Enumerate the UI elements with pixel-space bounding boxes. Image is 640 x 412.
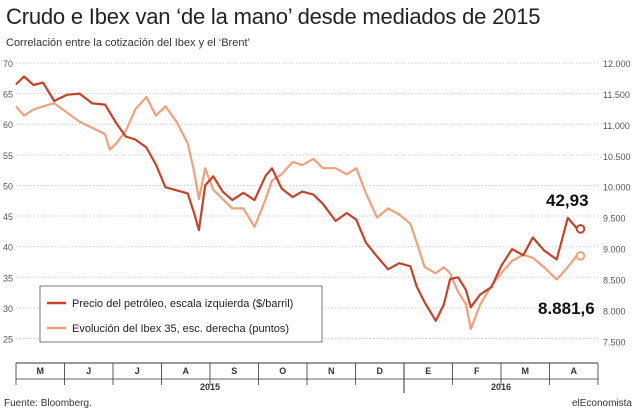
y-left-tick-label: 55	[3, 151, 13, 161]
source-note: Fuente: Bloomberg.	[4, 398, 92, 409]
x-month-label: M	[522, 366, 530, 376]
x-year-label: 2016	[491, 382, 511, 392]
y-right-tick-label: 10.500	[603, 152, 631, 162]
x-month-label: J	[135, 366, 140, 376]
oil-endpoint-marker	[575, 224, 586, 234]
x-month-label: S	[231, 366, 237, 376]
y-right-tick-label: 12.000	[603, 59, 631, 69]
x-month-label: O	[279, 366, 286, 376]
x-month-label: N	[328, 366, 335, 376]
y-left-tick-label: 35	[3, 273, 13, 283]
y-right-tick-label: 8.500	[603, 275, 626, 285]
x-month-label: J	[86, 366, 91, 376]
x-month-label: A	[571, 366, 578, 376]
y-left-tick-label: 70	[3, 59, 13, 69]
legend-label-ibex: Evolución del Ibex 35, esc. derecha (pun…	[72, 323, 289, 335]
y-right-tick-label: 7.500	[603, 337, 626, 347]
x-year-label: 2015	[200, 382, 220, 392]
oil-last-value-label: 42,93	[546, 191, 589, 210]
oil-price-line	[15, 75, 581, 322]
legend-label-oil: Precio del petróleo, escala izquierda ($…	[72, 298, 293, 310]
ibex-endpoint-marker	[575, 251, 586, 261]
y-left-tick-label: 65	[3, 90, 13, 100]
x-month-label: A	[183, 366, 190, 376]
y-right-tick-label: 9.500	[603, 214, 626, 224]
y-right-tick-label: 10.000	[603, 183, 631, 193]
y-right-tick-label: 11.500	[603, 90, 630, 100]
x-month-label: D	[377, 366, 384, 376]
y-right-tick-label: 9.000	[603, 245, 626, 255]
y-left-tick-label: 45	[3, 212, 13, 222]
y-left-tick-label: 25	[3, 335, 13, 345]
y-left-tick-label: 30	[3, 304, 13, 314]
y-left-tick-label: 40	[3, 243, 13, 253]
x-month-label: M	[37, 366, 45, 376]
x-month-label: F	[474, 366, 480, 376]
ibex-last-value-label: 8.881,6	[538, 299, 595, 318]
y-left-tick-label: 50	[3, 181, 13, 191]
chart-subtitle: Correlación entre la cotización del Ibex…	[6, 37, 250, 49]
chart-title: Crudo e Ibex van ‘de la mano’ desde medi…	[6, 4, 541, 29]
x-month-label: E	[425, 366, 431, 376]
ibex-line	[15, 95, 581, 331]
brand-logo-text: elEconomista	[571, 398, 632, 409]
y-right-tick-label: 11.000	[603, 121, 630, 131]
y-right-tick-label: 8.000	[603, 306, 626, 316]
y-left-tick-label: 60	[3, 120, 13, 130]
legend-box	[39, 285, 323, 343]
